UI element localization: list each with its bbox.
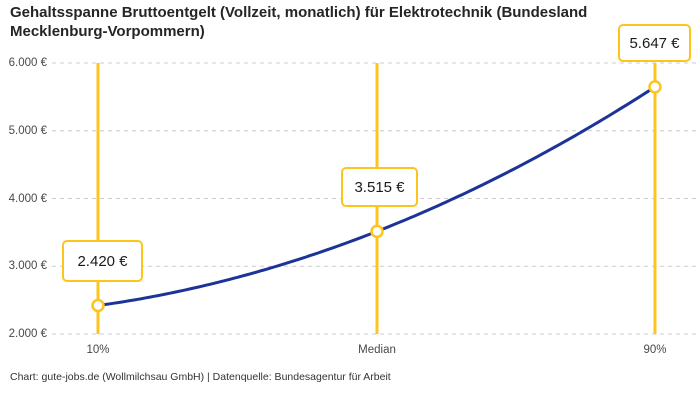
value-callout-10th-percentile: 2.420 € (62, 240, 143, 282)
x-axis-tick-label: 90% (643, 344, 667, 356)
value-callout-label: 3.515 € (354, 178, 405, 196)
y-axis-tick-label: 4.000 € (8, 192, 47, 205)
chart-title: Gehaltsspanne Bruttoentgelt (Vollzeit, m… (10, 4, 588, 41)
x-axis-tick-label: Median (358, 344, 396, 356)
y-axis-tick-label: 5.000 € (8, 124, 47, 137)
y-axis-tick-label: 3.000 € (8, 260, 47, 272)
data-point-marker (370, 224, 384, 239)
x-axis-tick-label: 10% (86, 344, 110, 356)
value-callout-median: 3.515 € (341, 167, 418, 207)
data-point-marker (91, 298, 105, 313)
y-axis-tick-label: 2.000 € (8, 328, 47, 340)
value-callout-90th-percentile: 5.647 € (618, 24, 691, 62)
data-point-marker (648, 80, 662, 94)
y-axis-tick-label: 6.000 € (8, 57, 47, 69)
value-callout-label: 2.420 € (77, 252, 128, 270)
value-callout-label: 5.647 € (629, 34, 680, 52)
footer-credit: Chart: gute-jobs.de (Wollmilchsau GmbH) … (10, 371, 391, 383)
